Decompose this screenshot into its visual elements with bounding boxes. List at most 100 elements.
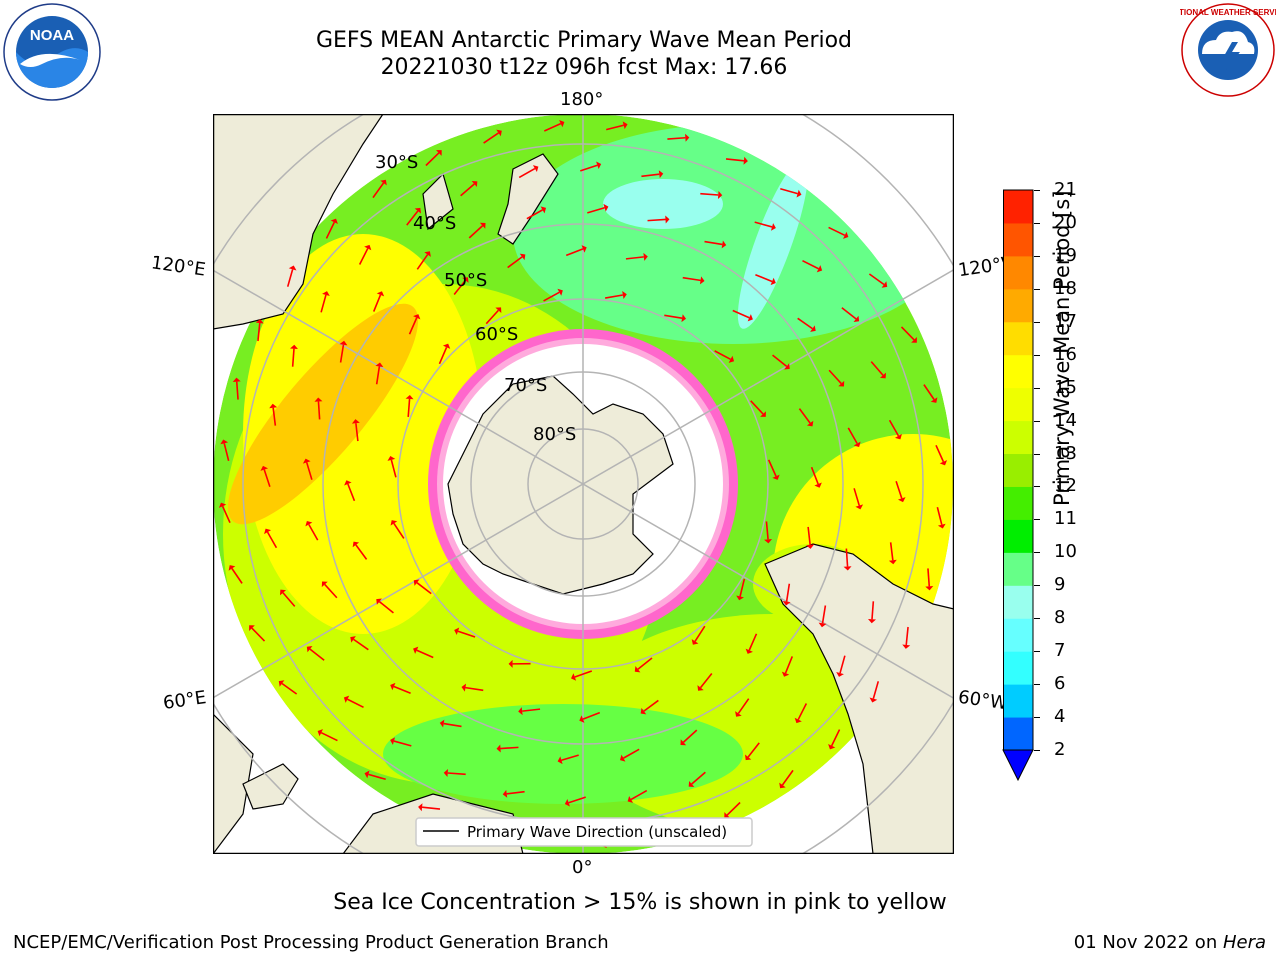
colorbar-band — [1004, 420, 1033, 455]
wave-arrow-shaft — [320, 294, 327, 313]
wave-arrow-head — [688, 780, 695, 788]
wave-arrow-shaft — [574, 670, 593, 678]
lat-label-60s: 60°S — [475, 324, 519, 345]
wave-arrow-shaft — [358, 248, 369, 265]
wave-arrow-head — [680, 739, 687, 746]
wave-arrow-head — [816, 265, 823, 273]
colorbar-tick-mark — [1034, 750, 1040, 751]
wave-arrow-head — [939, 460, 948, 466]
wave-arrow-head — [557, 288, 563, 296]
wave-arrow-shaft — [682, 276, 701, 282]
wave-arrow-shaft — [691, 771, 706, 785]
wave-arrow-shaft — [623, 748, 640, 759]
colorbar-tick-label: 6 — [1054, 673, 1066, 695]
wave-arrow-shaft — [828, 369, 842, 385]
wave-arrow-head — [290, 344, 298, 350]
wave-arrow-head — [424, 251, 431, 257]
wave-arrow-shaft — [223, 443, 230, 461]
wave-arrow-shaft — [416, 254, 429, 270]
wave-arrow-head — [888, 559, 897, 565]
wave-arrow-head — [721, 240, 727, 249]
wave-arrow-head — [375, 362, 384, 368]
colorbar-tick-label: 21 — [1054, 179, 1077, 200]
footer-date: 01 Nov 2022 on — [1073, 932, 1223, 953]
wave-arrow-shaft — [320, 731, 338, 742]
lon-label-60e: 60°E — [161, 687, 208, 714]
wave-arrow-shaft — [936, 507, 943, 525]
wave-arrow-head — [413, 314, 421, 320]
wave-arrow-shaft — [231, 568, 243, 584]
wave-arrow-shaft — [393, 685, 411, 695]
wave-arrow-shaft — [765, 521, 769, 540]
wave-arrow-shaft — [438, 346, 448, 365]
wave-arrow-shaft — [725, 158, 745, 162]
wave-arrow-head — [502, 789, 508, 798]
colorbar-tick-label: 8 — [1054, 607, 1066, 629]
wave-arrow-head — [571, 673, 577, 681]
wave-arrow-head — [818, 622, 827, 628]
wave-arrow-head — [314, 397, 323, 402]
wave-arrow-head — [770, 277, 776, 286]
colorbar-tick-mark — [1034, 552, 1040, 554]
colorbar-band — [1004, 453, 1033, 487]
wave-arrow-head — [496, 744, 501, 753]
wave-arrow-shaft — [483, 132, 499, 144]
wave-arrow-shaft — [810, 466, 819, 485]
wave-arrow-head — [376, 291, 385, 297]
wave-arrow-shaft — [317, 401, 321, 420]
wave-arrow-head — [747, 314, 753, 322]
wave-arrow-shaft — [522, 708, 541, 712]
wave-arrow-shaft — [772, 354, 788, 368]
wave-arrow-shaft — [408, 317, 418, 335]
wave-arrow-head — [439, 719, 445, 728]
colorbar-tick-label: 19 — [1054, 244, 1077, 266]
wave-arrow-head — [260, 465, 269, 471]
wave-arrow-shaft — [900, 326, 915, 341]
wave-arrow-shaft — [780, 187, 798, 195]
wave-arrow-shaft — [641, 173, 660, 178]
map-panel: Primary Wave Direction (unscaled) — [213, 114, 954, 854]
wave-arrow-head — [853, 315, 860, 322]
wave-arrow-head — [627, 795, 634, 803]
wave-arrow-shaft — [421, 806, 441, 810]
wave-arrow-shaft — [465, 686, 484, 692]
wave-arrow-head — [764, 538, 773, 544]
colorbar-tick-mark — [1034, 486, 1040, 488]
wave-arrow-shaft — [895, 481, 903, 499]
wave-arrow-shaft — [664, 314, 683, 319]
wave-arrow-head — [697, 685, 704, 691]
lon-label-180: 180° — [560, 89, 604, 110]
wave-arrow-head — [596, 161, 602, 170]
wave-arrow-shaft — [625, 256, 644, 260]
colorbar-tick-label: 10 — [1054, 541, 1077, 563]
wave-arrow-shaft — [781, 769, 794, 786]
wave-arrow-head — [658, 170, 664, 179]
colorbar-band — [1004, 288, 1033, 323]
wave-arrow-head — [390, 737, 396, 745]
wave-arrow-head — [843, 566, 852, 571]
wave-arrow-head — [855, 504, 864, 510]
wave-arrow-head — [619, 754, 626, 762]
wave-arrow-head — [925, 586, 934, 591]
wave-arrow-shaft — [325, 221, 336, 239]
wave-arrow-shaft — [853, 488, 861, 506]
wave-arrow-head — [418, 803, 423, 812]
wave-arrow-head — [330, 218, 338, 224]
colorbar-tick-label: 16 — [1054, 343, 1077, 365]
wave-arrow-head — [603, 203, 609, 212]
wave-arrow-head — [220, 439, 229, 445]
svg-text:NATIONAL WEATHER SERVICE: NATIONAL WEATHER SERVICE — [1180, 8, 1276, 17]
map-legend: Primary Wave Direction (unscaled) — [415, 817, 753, 847]
wave-arrow-shaft — [272, 407, 277, 426]
wave-arrow-shaft — [923, 384, 935, 400]
wave-arrow-head — [387, 456, 396, 461]
wave-arrow-shaft — [927, 568, 931, 587]
colorbar-tick-mark — [1034, 519, 1040, 521]
wave-arrow-shaft — [870, 361, 884, 376]
wave-arrow-head — [781, 671, 790, 677]
wave-arrow-head — [782, 600, 791, 606]
wave-arrow-shaft — [797, 703, 808, 720]
colorbar-tick-mark — [1034, 684, 1040, 686]
wave-arrow-shaft — [714, 350, 731, 361]
wave-arrow-shaft — [606, 124, 624, 131]
